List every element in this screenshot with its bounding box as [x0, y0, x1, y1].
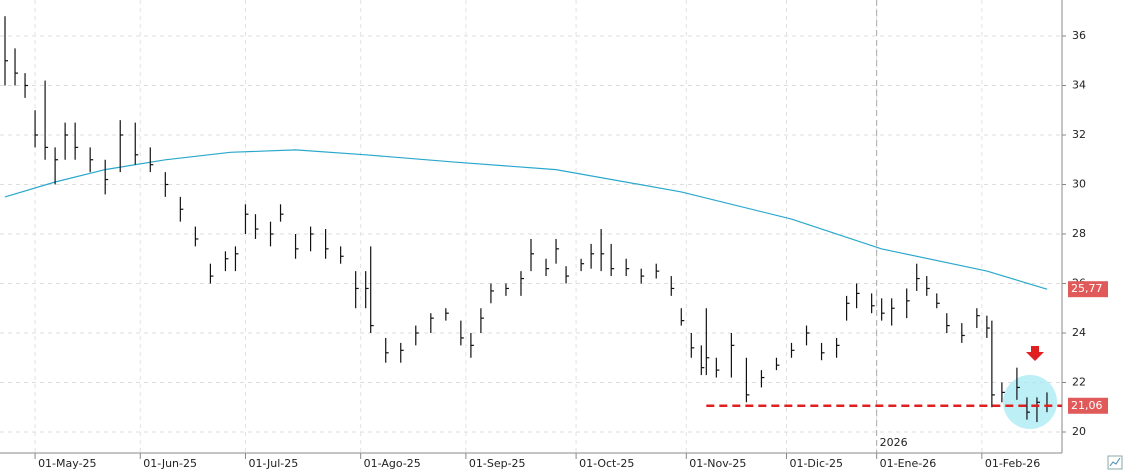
x-tick-label: 01-Oct-25: [579, 457, 634, 470]
y-tick-label: 20: [1072, 425, 1086, 438]
x-tick-label: 01-Ago-25: [364, 457, 421, 470]
x-tick-label: 01-Feb-26: [985, 457, 1040, 470]
y-tick-label: 30: [1072, 178, 1086, 191]
x-tick-label: 01-Ene-26: [880, 457, 937, 470]
settings-button[interactable]: [1107, 455, 1123, 470]
value-box: [1068, 281, 1108, 298]
year-label: 2026: [880, 436, 908, 449]
down-arrow: [1026, 346, 1044, 361]
x-tick-label: 01-Jul-25: [248, 457, 298, 470]
value-box: [1068, 397, 1108, 414]
x-tick-label: 01-Dic-25: [789, 457, 843, 470]
value-box-label: 25,77: [1071, 282, 1103, 295]
y-tick-label: 24: [1072, 326, 1086, 339]
x-tick-label: 01-Nov-25: [689, 457, 746, 470]
x-tick-label: 01-Jun-25: [143, 457, 197, 470]
x-tick-label: 01-May-25: [38, 457, 96, 470]
x-tick-label: 01-Sep-25: [469, 457, 526, 470]
settings-icon: [1109, 457, 1121, 467]
value-box-label: 21,06: [1071, 399, 1103, 412]
highlight-circle: [1003, 375, 1057, 429]
y-tick-label: 32: [1072, 128, 1086, 141]
y-tick-label: 28: [1072, 227, 1086, 240]
moving-average-line: [4, 149, 1048, 290]
y-tick-label: 22: [1072, 376, 1086, 389]
y-tick-label: 36: [1072, 29, 1086, 42]
y-tick-label: 34: [1072, 79, 1086, 92]
